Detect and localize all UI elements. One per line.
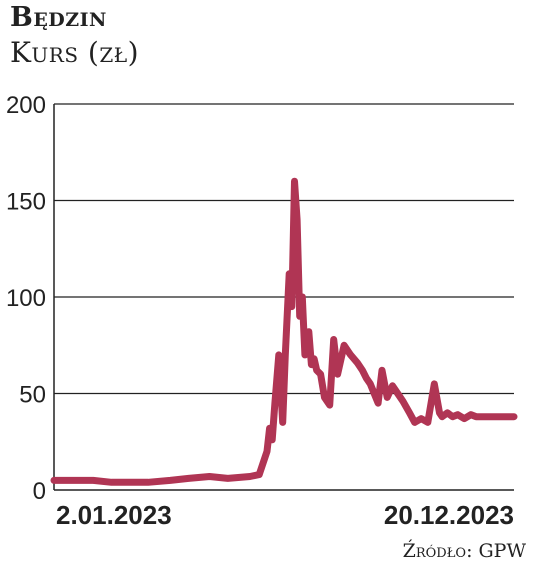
y-tick-label: 50 (19, 382, 46, 409)
y-tick-label: 150 (6, 189, 46, 216)
chart-subtitle: Kurs (zł) (10, 36, 140, 69)
series-line (50, 177, 518, 486)
x-tick-label: 2.01.2023 (56, 500, 172, 530)
chart-title: Będzin (10, 2, 107, 33)
y-tick-label: 200 (6, 92, 46, 119)
source-note: Źródło: GPW (402, 540, 526, 562)
y-tick-label: 100 (6, 285, 46, 312)
x-tick-label: 20.12.2023 (384, 500, 514, 530)
y-tick-label: 0 (33, 478, 46, 505)
